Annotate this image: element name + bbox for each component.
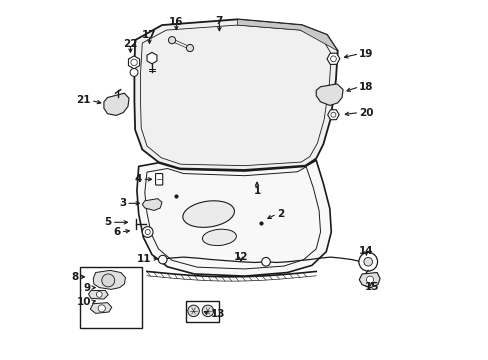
Circle shape [330,56,336,62]
Text: 7: 7 [215,17,223,27]
Text: 20: 20 [359,108,373,118]
Text: 17: 17 [142,30,157,40]
Text: 8: 8 [71,272,79,282]
Circle shape [145,229,150,234]
Circle shape [102,274,115,287]
Polygon shape [137,160,330,276]
Polygon shape [142,199,162,211]
Circle shape [366,276,373,283]
Text: 1: 1 [253,186,260,196]
Text: 15: 15 [364,282,378,292]
Text: 9: 9 [84,283,91,293]
Circle shape [261,257,270,266]
Text: 22: 22 [123,39,138,49]
Text: 21: 21 [76,95,91,105]
Circle shape [202,305,213,317]
Text: 19: 19 [359,49,373,59]
Text: 13: 13 [210,310,224,319]
Circle shape [187,305,199,317]
Polygon shape [104,93,129,116]
Polygon shape [90,303,112,314]
Circle shape [168,37,175,44]
Text: 10: 10 [76,297,91,307]
Polygon shape [134,19,337,170]
Circle shape [130,68,138,76]
Circle shape [98,305,105,312]
Text: 14: 14 [358,246,373,256]
Circle shape [330,112,335,117]
Polygon shape [88,291,108,299]
Ellipse shape [202,229,236,246]
Text: 12: 12 [233,252,247,262]
Text: 6: 6 [113,227,121,237]
Text: 3: 3 [119,198,126,208]
Polygon shape [316,84,343,105]
Text: 16: 16 [169,17,183,27]
FancyBboxPatch shape [186,301,219,322]
Circle shape [358,252,377,271]
Text: 11: 11 [137,254,151,264]
Circle shape [96,292,102,297]
Circle shape [131,59,137,66]
FancyBboxPatch shape [155,174,163,185]
Text: 18: 18 [359,82,373,92]
Text: 4: 4 [135,174,142,184]
Circle shape [158,255,167,264]
Circle shape [186,44,193,51]
Polygon shape [93,270,125,289]
Polygon shape [359,273,379,288]
Text: 5: 5 [104,217,112,227]
Text: 2: 2 [276,209,284,219]
FancyBboxPatch shape [80,267,142,328]
Circle shape [142,226,153,237]
Circle shape [363,257,372,266]
Ellipse shape [183,201,234,228]
Polygon shape [237,19,337,51]
